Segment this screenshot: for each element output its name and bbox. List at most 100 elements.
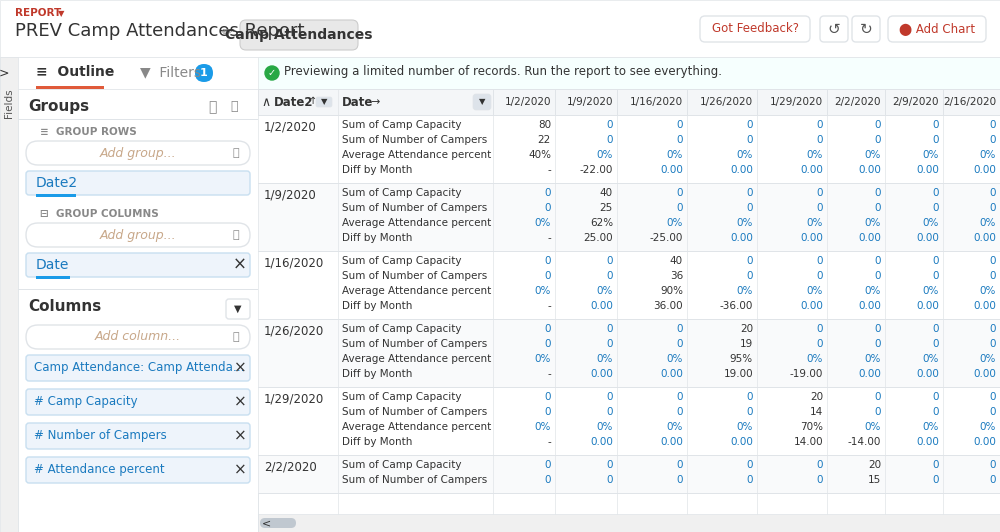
Text: >: >	[0, 67, 9, 80]
Text: 25.00: 25.00	[583, 233, 613, 243]
Text: 0%: 0%	[923, 422, 939, 432]
Text: 2/16/2020: 2/16/2020	[943, 97, 996, 107]
Text: 0: 0	[746, 135, 753, 145]
Text: 0: 0	[606, 256, 613, 266]
Bar	[18, 119, 258, 120]
Text: 2/2/2020: 2/2/2020	[834, 97, 881, 107]
Text: 0: 0	[746, 203, 753, 213]
Text: 95%: 95%	[730, 354, 753, 364]
Text: 0: 0	[544, 324, 551, 334]
Text: 0: 0	[676, 188, 683, 198]
Text: 0: 0	[816, 339, 823, 349]
FancyBboxPatch shape	[26, 389, 250, 415]
Text: 0: 0	[676, 460, 683, 470]
Text: 0: 0	[874, 188, 881, 198]
Text: 0%: 0%	[667, 422, 683, 432]
Bar	[18, 89, 258, 532]
Text: Columns: Columns	[28, 299, 101, 314]
Text: Diff by Month: Diff by Month	[342, 233, 412, 243]
Text: 36: 36	[670, 271, 683, 281]
Text: 0%: 0%	[667, 150, 683, 160]
Text: 0.00: 0.00	[973, 301, 996, 311]
Bar	[493, 89, 494, 115]
Bar	[258, 183, 1000, 251]
Text: 0: 0	[544, 203, 551, 213]
Bar	[258, 319, 1000, 320]
Text: 0: 0	[544, 271, 551, 281]
Text: ▼  Filters: ▼ Filters	[140, 65, 201, 79]
Text: 1/9/2020: 1/9/2020	[264, 188, 317, 201]
Bar	[555, 89, 556, 115]
Text: Sum of Camp Capacity: Sum of Camp Capacity	[342, 324, 462, 334]
Text: 🗑: 🗑	[230, 100, 238, 113]
Text: Average Attendance percent: Average Attendance percent	[342, 218, 491, 228]
Text: 1/16/2020: 1/16/2020	[630, 97, 683, 107]
Text: 1/16/2020: 1/16/2020	[264, 256, 324, 269]
Text: 0%: 0%	[807, 286, 823, 296]
Text: -: -	[547, 301, 551, 311]
Text: 0: 0	[676, 120, 683, 130]
Text: 0.00: 0.00	[916, 369, 939, 379]
Bar	[258, 115, 1000, 183]
Text: 0.00: 0.00	[916, 165, 939, 175]
Bar	[617, 89, 618, 115]
Text: Fields: Fields	[4, 88, 14, 118]
Text: →: →	[370, 97, 379, 107]
Text: 0: 0	[932, 256, 939, 266]
FancyBboxPatch shape	[852, 16, 880, 42]
Text: 0: 0	[990, 324, 996, 334]
Text: 0%: 0%	[737, 150, 753, 160]
Bar	[258, 57, 1000, 89]
Text: 62%: 62%	[590, 218, 613, 228]
Text: 🔍: 🔍	[233, 332, 239, 342]
Bar	[943, 89, 944, 115]
Text: 0.00: 0.00	[800, 301, 823, 311]
Text: 0.00: 0.00	[973, 437, 996, 447]
Text: 0: 0	[874, 339, 881, 349]
Text: 0.00: 0.00	[973, 165, 996, 175]
Text: 0: 0	[746, 407, 753, 417]
Text: Sum of Number of Campers: Sum of Number of Campers	[342, 135, 487, 145]
Text: 0%: 0%	[980, 286, 996, 296]
Text: Previewing a limited number of records. Run the report to see everything.: Previewing a limited number of records. …	[284, 65, 722, 78]
Text: 0%: 0%	[737, 422, 753, 432]
Bar	[258, 455, 1000, 493]
Text: 0: 0	[676, 407, 683, 417]
Text: 1/26/2020: 1/26/2020	[700, 97, 753, 107]
Text: 0: 0	[746, 271, 753, 281]
FancyBboxPatch shape	[26, 457, 250, 483]
Text: 0: 0	[816, 256, 823, 266]
Text: Average Attendance percent: Average Attendance percent	[342, 150, 491, 160]
Text: 0: 0	[816, 135, 823, 145]
Text: 0: 0	[746, 475, 753, 485]
Text: 1/26/2020: 1/26/2020	[264, 324, 324, 337]
Bar	[258, 89, 1000, 532]
Text: 0%: 0%	[807, 218, 823, 228]
Text: 0: 0	[990, 392, 996, 402]
Text: Sum of Number of Campers: Sum of Number of Campers	[342, 271, 487, 281]
FancyBboxPatch shape	[26, 141, 250, 165]
Text: 0: 0	[816, 203, 823, 213]
Text: 0.00: 0.00	[800, 233, 823, 243]
Text: Diff by Month: Diff by Month	[342, 437, 412, 447]
Text: Camp Attendances: Camp Attendances	[225, 28, 373, 42]
Text: 0.00: 0.00	[858, 369, 881, 379]
Text: 19.00: 19.00	[723, 369, 753, 379]
Text: 0%: 0%	[923, 286, 939, 296]
Text: 19: 19	[740, 339, 753, 349]
Text: 1/9/2020: 1/9/2020	[566, 97, 613, 107]
Text: 0: 0	[606, 392, 613, 402]
Text: ∧: ∧	[261, 96, 270, 109]
Text: 0: 0	[874, 271, 881, 281]
Bar	[258, 319, 1000, 387]
Text: 0: 0	[990, 256, 996, 266]
Text: 0: 0	[816, 188, 823, 198]
Text: ▼: ▼	[321, 97, 327, 106]
Text: 0.00: 0.00	[858, 301, 881, 311]
Text: 0%: 0%	[980, 150, 996, 160]
Text: 0: 0	[816, 324, 823, 334]
Text: Sum of Camp Capacity: Sum of Camp Capacity	[342, 460, 462, 470]
Bar	[687, 89, 688, 115]
Text: 0%: 0%	[597, 422, 613, 432]
Text: 0: 0	[990, 271, 996, 281]
